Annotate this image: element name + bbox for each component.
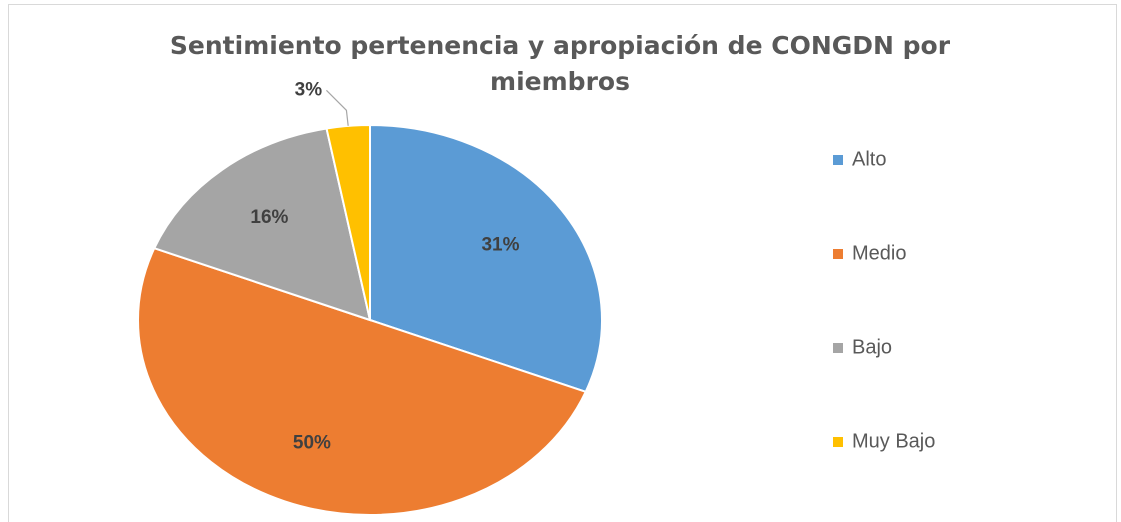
pie-slice <box>369 123 603 394</box>
leader-line <box>325 89 349 126</box>
legend-label: Medio <box>852 242 906 264</box>
legend-label: Bajo <box>852 336 892 358</box>
data-label: 16% <box>250 207 288 228</box>
legend-swatch <box>833 343 843 353</box>
chart-title: Sentimiento pertenencia y apropiación de… <box>169 31 951 97</box>
legend-label: Alto <box>852 148 886 170</box>
data-label: 31% <box>481 234 519 255</box>
data-label: 3% <box>295 79 323 100</box>
chart-border <box>8 4 1117 522</box>
legend-swatch <box>833 437 843 447</box>
legend-label: Muy Bajo <box>852 430 935 452</box>
pie-slice <box>136 246 588 517</box>
data-label: 50% <box>293 432 331 453</box>
legend-swatch <box>833 249 843 259</box>
legend-swatch <box>833 155 843 165</box>
pie-slice <box>325 123 371 321</box>
pie-slice <box>152 127 372 322</box>
